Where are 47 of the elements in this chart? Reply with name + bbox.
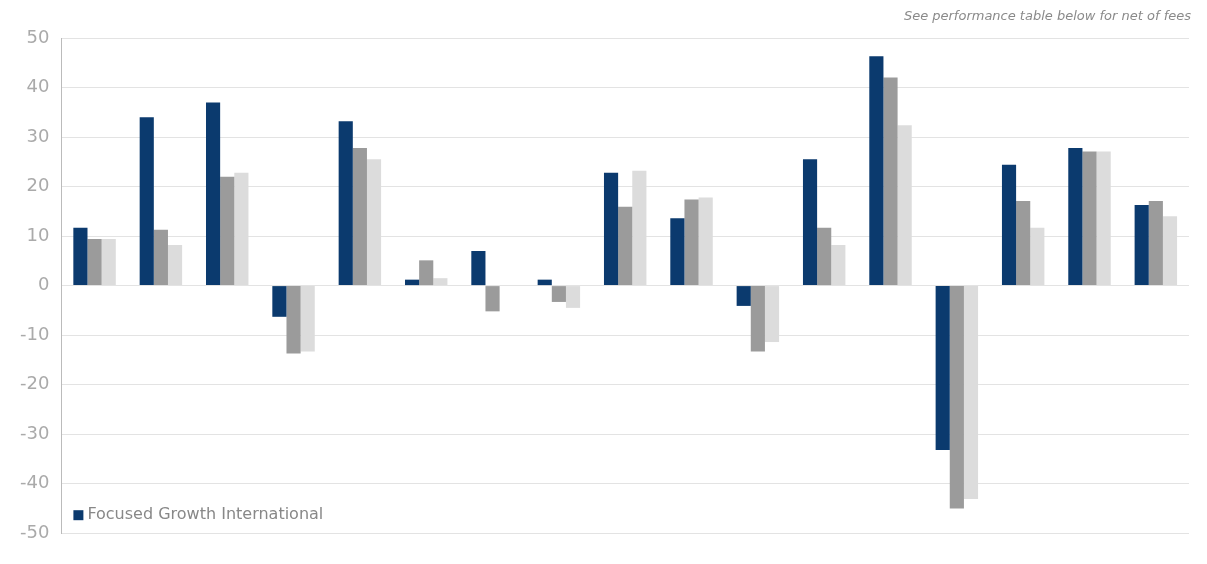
y-tick-label: 20	[26, 174, 50, 196]
bar	[750, 286, 765, 352]
y-tick-label: 50	[26, 25, 50, 47]
bar	[670, 218, 685, 286]
bar	[618, 206, 633, 286]
bar	[1001, 164, 1017, 286]
y-tick-label: -50	[19, 520, 50, 542]
bar	[1082, 151, 1097, 286]
bar	[404, 279, 420, 286]
bar	[1016, 200, 1031, 286]
bar	[817, 227, 832, 286]
y-tick-label: 10	[26, 223, 50, 245]
bar	[206, 102, 221, 286]
bar	[1134, 204, 1149, 286]
bar	[419, 260, 434, 286]
bar	[869, 56, 884, 286]
bar	[485, 286, 500, 312]
bar	[153, 229, 168, 286]
bar	[87, 239, 102, 286]
bar	[935, 286, 950, 451]
bar	[73, 227, 88, 286]
legend-label: Focused Growth International	[87, 504, 324, 524]
bar	[603, 172, 619, 286]
bar	[883, 77, 898, 286]
bar	[684, 199, 699, 286]
bar	[352, 147, 367, 286]
y-tick-label: 40	[26, 75, 50, 97]
bar	[139, 117, 154, 286]
bar	[1068, 147, 1083, 286]
y-tick-label: -10	[19, 322, 50, 344]
y-tick-label: -30	[19, 421, 50, 443]
text: See performance table below for net of fees	[903, 7, 1192, 23]
bar	[286, 286, 301, 354]
y-tick-label: 0	[37, 273, 50, 295]
y-tick-label: -40	[19, 471, 50, 493]
y-tick-label: -20	[19, 372, 50, 394]
bar	[338, 121, 353, 286]
bar	[537, 279, 552, 286]
y-tick-label: 30	[26, 124, 50, 146]
bar	[551, 286, 566, 302]
bar	[1148, 200, 1163, 286]
bar	[802, 159, 818, 286]
bar	[736, 286, 751, 306]
bar	[949, 286, 964, 509]
bar	[471, 250, 486, 286]
bar	[272, 286, 287, 317]
bar	[220, 176, 235, 286]
